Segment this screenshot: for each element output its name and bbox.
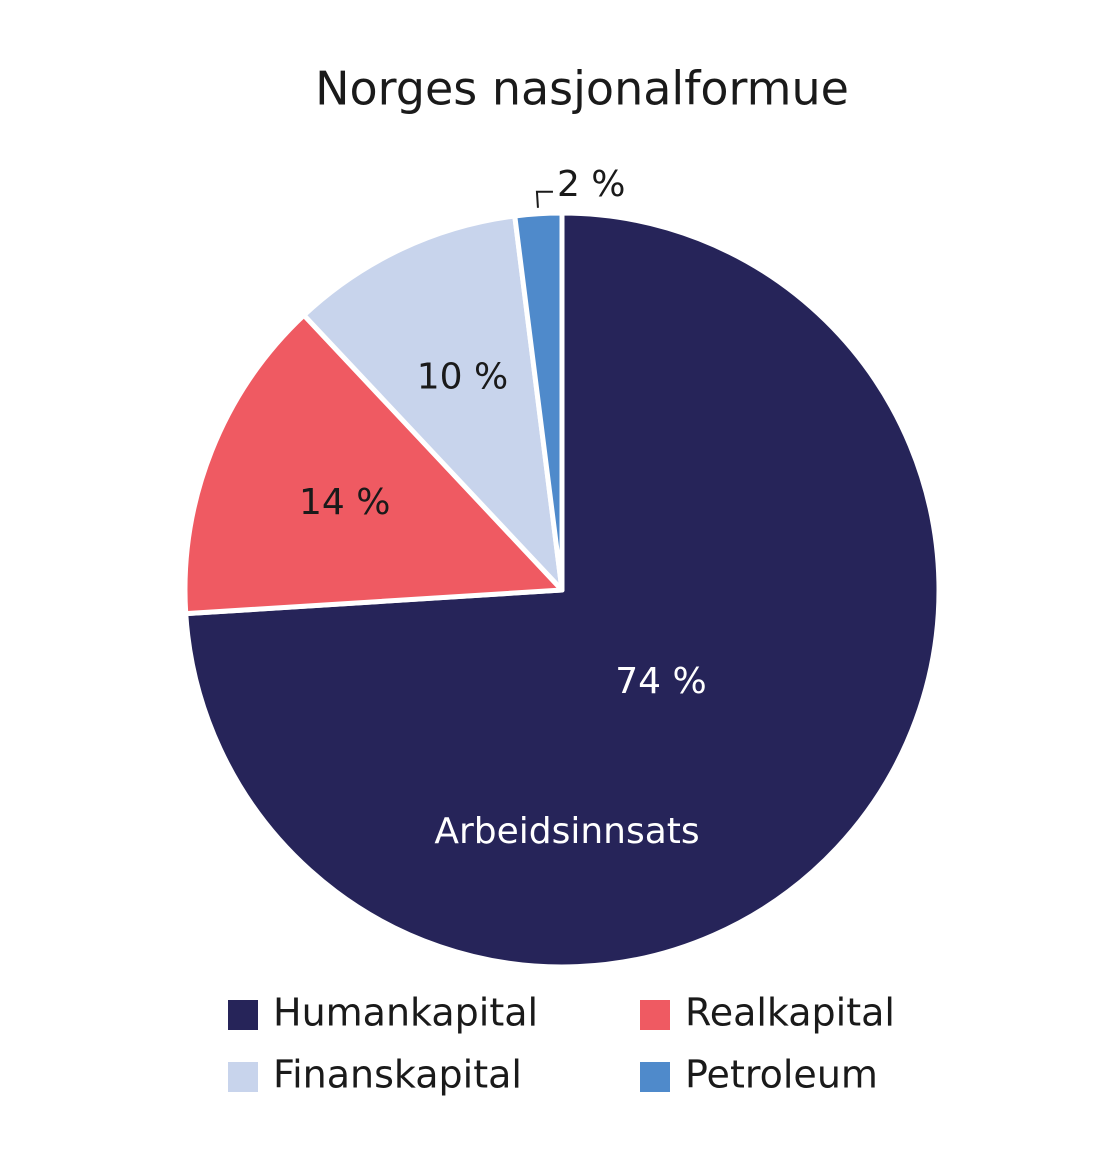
legend-label: Finanskapital	[273, 1053, 522, 1097]
legend-swatch	[640, 1000, 670, 1030]
legend-label: Petroleum	[685, 1053, 878, 1097]
slice-annotation: Arbeidsinnsats	[434, 811, 699, 852]
legend-label: Humankapital	[273, 991, 538, 1035]
data-label: 10 %	[417, 357, 508, 398]
legend-swatch	[228, 1062, 258, 1092]
data-label: 74 %	[615, 661, 706, 702]
pie-slice	[182, 312, 565, 617]
data-label: 14 %	[299, 482, 390, 523]
chart-title: Norges nasjonalformue	[315, 62, 849, 116]
leader-line	[535, 190, 553, 208]
legend-label: Realkapital	[685, 991, 895, 1035]
data-label: 2 %	[557, 164, 626, 205]
pie-slice	[301, 213, 565, 593]
pie-slice	[512, 210, 565, 593]
legend-swatch	[228, 1000, 258, 1030]
legend-swatch	[640, 1062, 670, 1092]
